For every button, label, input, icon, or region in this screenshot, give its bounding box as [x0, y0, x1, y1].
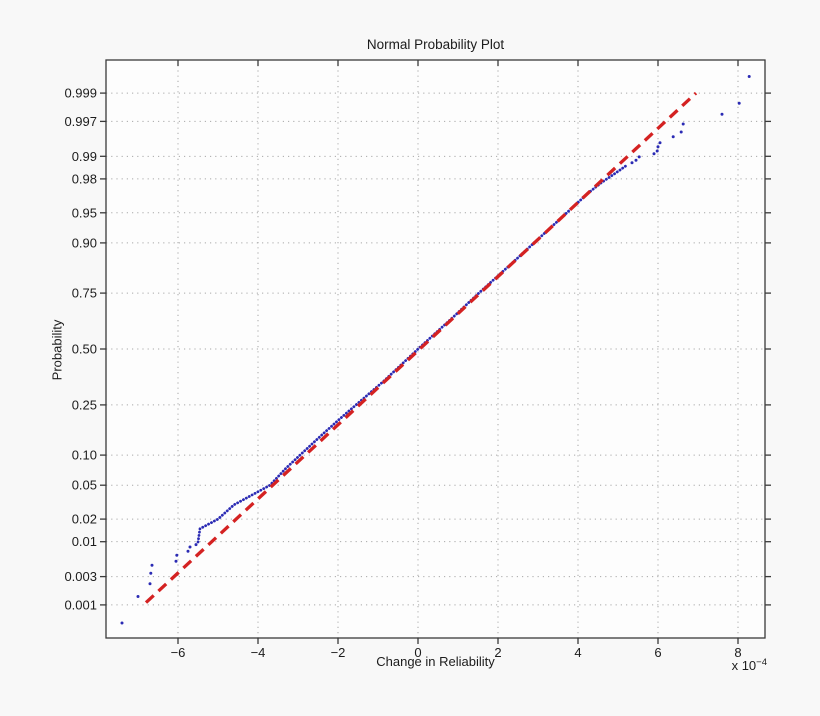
data-point — [136, 595, 140, 598]
data-point — [671, 135, 675, 139]
y-tick-label: 0.95 — [72, 205, 97, 220]
data-point — [194, 543, 198, 547]
data-point — [679, 130, 683, 134]
x-axis-multiplier: x 10−4 — [700, 657, 767, 673]
x-tick-label: 2 — [494, 645, 501, 660]
y-tick-label: 0.02 — [72, 512, 97, 527]
data-point — [630, 161, 634, 165]
data-point — [747, 75, 751, 78]
y-tick-label: 0.75 — [72, 286, 97, 301]
data-point — [656, 145, 660, 149]
x-tick-label: 6 — [654, 645, 661, 660]
x-tick-label: 4 — [574, 645, 581, 660]
data-point — [149, 571, 153, 575]
y-tick-label: 0.50 — [72, 342, 97, 357]
x-multiplier-base: x 10 — [731, 658, 757, 673]
data-point — [737, 101, 741, 105]
data-point — [637, 155, 641, 159]
y-tick-label: 0.001 — [64, 597, 97, 612]
normal-fit-line — [144, 91, 698, 604]
data-point — [681, 122, 685, 126]
data-point — [652, 152, 656, 156]
y-tick-label: 0.01 — [72, 534, 97, 549]
data-point — [186, 549, 190, 553]
y-axis-label: Probability — [49, 319, 65, 381]
chart-title: Normal Probability Plot — [366, 37, 505, 52]
data-point — [148, 582, 152, 586]
y-tick-label: 0.10 — [72, 448, 97, 463]
data-point — [174, 559, 178, 563]
x-tick-label: −2 — [331, 645, 346, 660]
data-point — [150, 563, 154, 567]
x-tick-label: 0 — [414, 645, 421, 660]
x-tick-label: 8 — [734, 645, 741, 660]
y-tick-label: 0.25 — [72, 397, 97, 412]
data-point — [655, 149, 659, 153]
y-tick-label: 0.05 — [72, 478, 97, 493]
x-multiplier-exponent: −4 — [756, 657, 767, 668]
y-tick-label: 0.999 — [64, 86, 97, 101]
data-point — [120, 621, 124, 625]
data-point — [658, 141, 662, 145]
x-tick-label: −6 — [171, 645, 186, 660]
x-axis-label: Change in Reliability — [376, 654, 495, 669]
y-tick-label: 0.99 — [72, 149, 97, 164]
data-point — [634, 158, 638, 162]
y-tick-label: 0.003 — [64, 569, 97, 584]
y-tick-label: 0.98 — [72, 171, 97, 186]
y-tick-label: 0.90 — [72, 235, 97, 250]
data-point — [720, 112, 724, 116]
y-tick-label: 0.997 — [64, 114, 97, 129]
x-tick-label: −4 — [251, 645, 266, 660]
data-point — [175, 553, 179, 557]
data-point — [188, 545, 192, 549]
